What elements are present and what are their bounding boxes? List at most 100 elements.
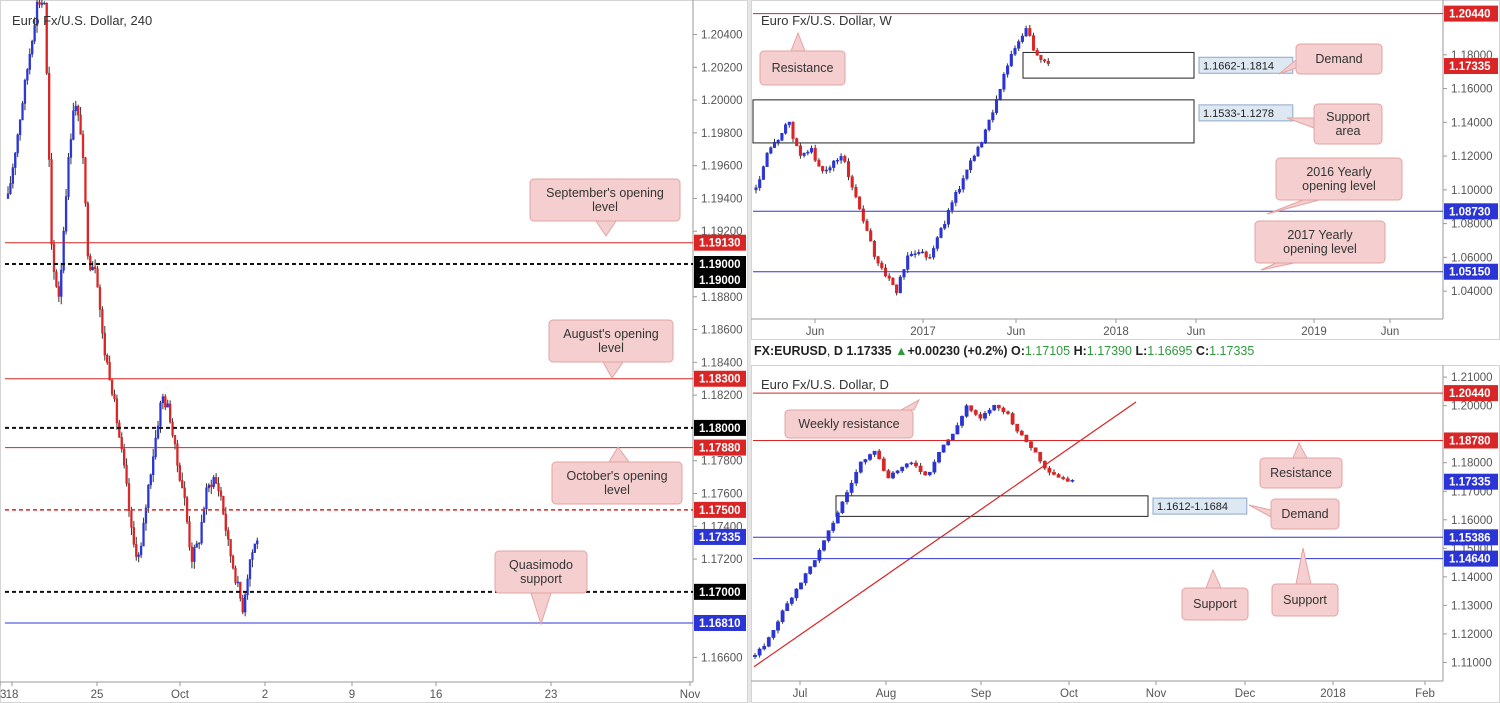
weekly-candle-body xyxy=(928,256,932,259)
h4-candle-body xyxy=(69,139,73,158)
h4-candle-body xyxy=(72,110,75,140)
daily-callout-box xyxy=(784,409,914,439)
daily-candle-body xyxy=(900,466,905,472)
h4-candle-body xyxy=(188,521,191,548)
h4-candle-body xyxy=(77,105,80,116)
h4-candle-body xyxy=(156,425,160,439)
daily-candle-body xyxy=(1047,467,1052,473)
weekly-chart-panel[interactable]: 1.18000 1.16000 1.14000 1.12000 1.10000 1.080… xyxy=(751,0,1500,340)
daily-level-price-tag xyxy=(1444,550,1498,567)
daily-candle-body xyxy=(868,454,872,460)
h4-callout-text: level xyxy=(592,200,618,214)
daily-callout-box xyxy=(1181,587,1249,621)
weekly-candle-body xyxy=(920,251,925,254)
weekly-candle-body xyxy=(987,119,991,131)
h4-candle-body xyxy=(214,477,218,484)
daily-candle-body xyxy=(831,522,836,531)
h4-candle-body xyxy=(219,490,223,497)
h4-callout-text: level xyxy=(598,341,624,355)
weekly-chart[interactable]: 1.180001.160001.140001.120001.100001.080… xyxy=(751,0,1500,340)
h4-candle-body xyxy=(118,422,121,438)
weekly-candle-body xyxy=(991,112,995,121)
weekly-candle-body xyxy=(976,146,980,157)
h4-level-price-tag xyxy=(694,583,746,600)
h4-x-tick-label: 23 xyxy=(545,689,558,701)
weekly-x-tick-label: 2017 xyxy=(910,326,936,338)
h4-candle-body xyxy=(176,443,179,466)
weekly-candle-body xyxy=(906,255,910,270)
daily-candle-body xyxy=(757,648,762,656)
weekly-zone-box xyxy=(752,99,1195,144)
weekly-y-tick-label: 1.04000 xyxy=(1451,286,1493,298)
h4-callout-text: support xyxy=(520,572,562,586)
h4-callout-box xyxy=(494,550,588,594)
close-label: C: xyxy=(1195,344,1210,358)
daily-candle-body xyxy=(872,450,877,455)
h4-level-price-tag xyxy=(694,271,746,288)
weekly-candle-body xyxy=(835,159,839,162)
h4-y-tick-label: 1.19600 xyxy=(701,161,743,173)
weekly-candle-body xyxy=(854,187,858,198)
weekly-candle-body xyxy=(932,248,936,258)
h4-y-tick-label: 1.20200 xyxy=(701,62,743,74)
ohlc-header: FX:EURUSD, D 1.17335 ▲+0.00230 (+0.2%) O… xyxy=(754,344,1255,358)
h4-candle-body xyxy=(62,230,65,271)
h4-candle-body xyxy=(231,555,235,569)
h4-candle-body xyxy=(11,167,14,184)
h4-candle-body xyxy=(168,403,172,423)
h4-candle-body xyxy=(57,286,60,297)
h4-candle-body xyxy=(244,594,247,613)
high-label: H: xyxy=(1073,344,1087,358)
change-value: +0.00230 (+0.2%) xyxy=(907,344,1008,358)
h4-candle-body xyxy=(202,508,206,523)
h4-x-tick-label: Nov xyxy=(680,689,701,701)
weekly-candle-body xyxy=(1009,53,1013,67)
h4-level-price-tag xyxy=(694,439,746,456)
weekly-y-tick-label: 1.08000 xyxy=(1451,219,1493,231)
weekly-candle-body xyxy=(935,237,939,249)
daily-y-tick-label: 1.16000 xyxy=(1451,515,1493,527)
daily-candle-body xyxy=(904,463,909,468)
daily-candle-body xyxy=(771,630,776,638)
h4-candle-body xyxy=(60,269,63,297)
h4-candle-body xyxy=(234,567,237,583)
weekly-candle-body xyxy=(784,124,788,134)
daily-level-price-label: 1.14640 xyxy=(1449,554,1491,566)
daily-chart-panel[interactable]: 1.21000 1.20000 1.18000 1.17000 1.16000 1.150… xyxy=(751,365,1500,703)
weekly-candle-body xyxy=(954,191,958,203)
daily-candle-body xyxy=(1019,430,1024,436)
weekly-candle-body xyxy=(846,161,851,177)
weekly-x-tick-label: 2019 xyxy=(1301,326,1327,338)
daily-x-tick-label: Feb xyxy=(1415,688,1435,700)
h4-candle-body xyxy=(31,40,34,55)
h4-y-tick-label: 1.20000 xyxy=(701,95,743,107)
weekly-candle-body xyxy=(824,169,828,172)
h4-candle-body xyxy=(26,69,29,81)
weekly-candle-body xyxy=(1043,59,1047,62)
daily-candle-body xyxy=(808,566,813,574)
h4-candle-body xyxy=(137,554,140,557)
symbol-label: FX:EURUSD xyxy=(754,344,827,358)
h4-candle-body xyxy=(181,480,184,489)
daily-candle-body xyxy=(835,512,840,524)
low-label: L: xyxy=(1135,344,1148,358)
daily-candle-body xyxy=(983,412,987,419)
daily-chart[interactable]: 1.210001.200001.180001.170001.160001.150… xyxy=(751,365,1500,703)
daily-candle-body xyxy=(1052,472,1056,475)
daily-y-tick-label: 1.20000 xyxy=(1451,401,1493,413)
h4-chart-panel[interactable]: 1.20400 1.20200 1.20000 1.19800 1.19600 1.194… xyxy=(0,0,748,703)
daily-level-price-tag xyxy=(1444,432,1498,449)
daily-candle-body xyxy=(909,462,914,465)
h4-candle-body xyxy=(84,157,87,204)
h4-x-tick-label: 18 xyxy=(6,689,19,701)
daily-callout-text: Demand xyxy=(1281,507,1328,521)
h4-candle-body xyxy=(166,403,169,408)
daily-candle-body xyxy=(927,471,932,476)
daily-candle-body xyxy=(826,530,831,541)
weekly-candle-body xyxy=(924,251,928,258)
h4-chart[interactable]: 1.20400 1.20200 1.20000 1.19800 1.19600 1.194… xyxy=(0,0,748,703)
weekly-candle-body xyxy=(957,189,962,193)
h4-y-tick-label: 1.17200 xyxy=(701,554,743,566)
weekly-candle-body xyxy=(1013,48,1017,55)
h4-candle-body xyxy=(195,543,198,548)
